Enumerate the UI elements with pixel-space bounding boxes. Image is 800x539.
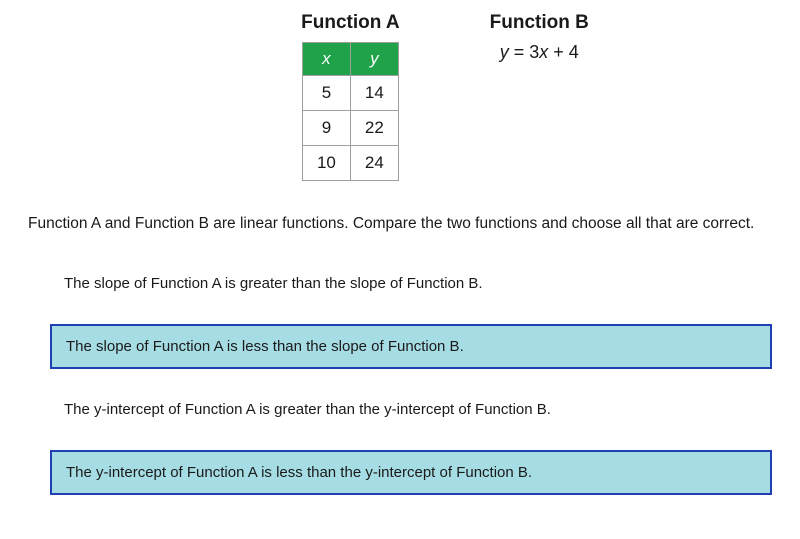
table-row: 5 14: [302, 76, 398, 111]
table-header-x: x: [302, 43, 350, 76]
table-cell: 22: [350, 111, 398, 146]
table-cell: 9: [302, 111, 350, 146]
answer-option-text: The slope of Function A is less than the…: [66, 338, 464, 355]
table-header-y: y: [350, 43, 398, 76]
answer-option-text: The y-intercept of Function A is greater…: [64, 401, 551, 418]
functions-row: Function A x y 5 14 9 22: [118, 12, 772, 181]
answer-options: The slope of Function A is greater than …: [28, 263, 772, 495]
table-cell: 24: [350, 146, 398, 181]
function-b-equation: y = 3x + 4: [490, 42, 589, 63]
equation-text: y = 3x + 4: [500, 42, 579, 62]
answer-option-text: The slope of Function A is greater than …: [64, 275, 483, 292]
answer-option-2[interactable]: The slope of Function A is less than the…: [50, 324, 772, 369]
table-cell: 14: [350, 76, 398, 111]
answer-option-1[interactable]: The slope of Function A is greater than …: [50, 263, 772, 304]
answer-option-3[interactable]: The y-intercept of Function A is greater…: [50, 389, 772, 430]
function-a-table: x y 5 14 9 22 10 24: [302, 42, 399, 181]
function-a-block: Function A x y 5 14 9 22: [301, 12, 400, 181]
function-b-block: Function B y = 3x + 4: [490, 12, 589, 181]
table-cell: 5: [302, 76, 350, 111]
worksheet-page: Function A x y 5 14 9 22: [0, 0, 800, 539]
function-a-title: Function A: [301, 12, 400, 34]
table-cell: 10: [302, 146, 350, 181]
answer-option-text: The y-intercept of Function A is less th…: [66, 464, 532, 481]
table-row: 10 24: [302, 146, 398, 181]
table-row: 9 22: [302, 111, 398, 146]
question-prompt: Function A and Function B are linear fun…: [28, 215, 772, 233]
function-b-title: Function B: [490, 12, 589, 34]
answer-option-4[interactable]: The y-intercept of Function A is less th…: [50, 450, 772, 495]
